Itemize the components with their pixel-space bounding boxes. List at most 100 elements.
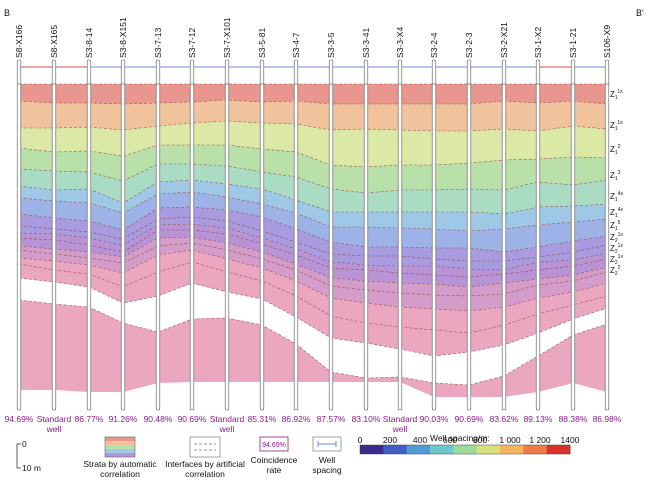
end-label-left: B: [4, 8, 10, 18]
stratum-layer: [19, 164, 607, 214]
well-name: S3-3-5: [326, 32, 336, 58]
well-name: S3-4-7: [291, 32, 301, 58]
well-name: S3-7-13: [153, 27, 163, 58]
strata-legend-label: Strata by automatic correlation: [83, 459, 157, 479]
well-column: [363, 59, 369, 411]
colorbar-tick: 400: [413, 435, 427, 445]
coincidence-sample: 94.69%: [262, 442, 286, 449]
well-spacing-bar: [18, 63, 608, 71]
well-name: S3-3-X4: [395, 27, 405, 58]
well-column: [16, 59, 22, 411]
strata-swatch: [104, 436, 136, 458]
spacing-legend-label: Well spacing: [312, 455, 342, 475]
interfaces-swatch: [189, 436, 221, 458]
interface-line: [18, 277, 608, 357]
stratum-layer: [19, 180, 607, 231]
well-column: [328, 59, 334, 411]
colorbar-segment: [500, 445, 524, 454]
well-name: S3-2-X21: [499, 22, 509, 58]
colorbar-segment: [546, 445, 571, 454]
zone-label: Z21z: [610, 243, 623, 255]
end-label-right: B': [636, 8, 644, 18]
scale-bottom-label: 10 m: [22, 463, 41, 473]
coincidence-rate: 86.92%: [282, 414, 311, 424]
zone-label: Z14s: [610, 191, 623, 203]
stratum-layer: [19, 145, 607, 193]
colorbar-segment: [523, 445, 548, 454]
well-name: S3-2-4: [429, 32, 439, 58]
zone-label: Z15: [610, 220, 621, 232]
colorbar-tick: 200: [383, 435, 397, 445]
interface-line: [18, 99, 608, 105]
coincidence-rate: 86.98%: [593, 414, 622, 424]
well-column: [189, 59, 195, 411]
coincidence-legend-label: Coincidence rate: [251, 455, 298, 475]
colorbar-title: Well spacing/m:: [430, 433, 490, 443]
colorbar-tick: 1 000: [499, 435, 521, 445]
coincidence-rate: 90.69%: [178, 414, 207, 424]
stratum-layer: [19, 100, 607, 131]
coincidence-rate: 89.13%: [524, 414, 553, 424]
well-name: S3-8-X151: [118, 17, 128, 58]
colorbar-segment: [476, 445, 501, 454]
well-name: S8-X165: [49, 25, 59, 58]
zone-label: Z21s: [610, 232, 623, 244]
well-column: [397, 59, 403, 411]
interface-line: [18, 223, 608, 271]
stratum-layer-bottom: [19, 300, 607, 397]
well-names: S8-X166 S8-X165 S3-8-14 S3-8-X151 S3-7-13 S3-…: [14, 17, 612, 58]
coincidence-rate: 87.57%: [317, 414, 346, 424]
interface-line: [18, 249, 608, 312]
zone-label: Z14x: [610, 207, 623, 219]
well-name: S3-3-41: [361, 27, 371, 58]
zone-label: Z22: [610, 265, 621, 277]
coincidence-rate: 90.69%: [455, 414, 484, 424]
interface-line: [18, 179, 608, 215]
coincidence-rate: 85.31%: [248, 414, 277, 424]
coincidence-swatch: 94.69%: [259, 436, 289, 452]
interface-line: [18, 163, 608, 194]
interfaces-legend-label: Interfaces by artificial correlation: [165, 459, 245, 479]
scale-bar: 0 10 m: [16, 439, 41, 473]
interface-line: [18, 206, 608, 253]
well-name: S3-7-12: [187, 27, 197, 58]
zone-label: Z11x: [610, 89, 623, 101]
well-name: S3-2-3: [464, 32, 474, 58]
strata-layers: [19, 84, 607, 397]
zone-label: Z21x: [610, 254, 623, 266]
well-name: S3-5-81: [257, 27, 267, 58]
coincidence-rate: Standard well: [210, 414, 245, 434]
well-column: [120, 59, 126, 411]
well-name: S3-1-X2: [533, 27, 543, 58]
wells: [16, 59, 610, 411]
stratum-layer: [19, 250, 607, 356]
well-column: [466, 59, 472, 411]
well-column: [51, 59, 57, 411]
well-column: [155, 59, 161, 411]
well-column: [259, 59, 265, 411]
zone-label: Z13: [610, 170, 621, 182]
well-name: S3-7-X101: [222, 17, 232, 58]
coincidence-rate: Standard well: [37, 414, 72, 434]
spacing-swatch: [312, 436, 342, 452]
interface-line: [19, 120, 608, 132]
colorbar-tick: 1 200: [529, 435, 551, 445]
legend: 0 10 m Strata by automatic correlation In…: [16, 433, 580, 479]
coincidence-rate: Standard well: [383, 414, 418, 434]
well-column: [431, 59, 437, 411]
stratum-layer: [19, 84, 607, 104]
coincidence-rate: 94.69%: [5, 414, 34, 424]
colorbar-tick: 800: [473, 435, 487, 445]
well-column: [604, 59, 610, 411]
interface-line: [18, 229, 608, 278]
well-column: [501, 59, 507, 411]
coincidence-rate: 90.48%: [144, 414, 173, 424]
well-name: S8-X166: [14, 25, 24, 58]
interface-line: [18, 236, 608, 288]
zone-label: Z11x: [610, 120, 623, 132]
zone-label: Z12: [610, 144, 621, 156]
interface-line: [18, 216, 608, 262]
